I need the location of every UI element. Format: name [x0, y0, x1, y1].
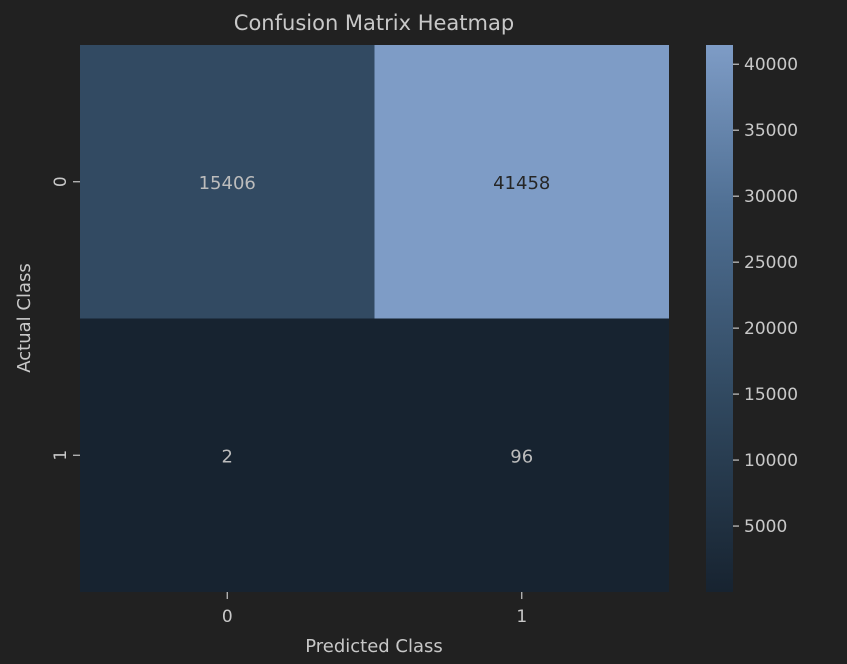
chart-title: Confusion Matrix Heatmap	[234, 11, 514, 35]
colorbar-tick-label-4: 25000	[744, 253, 798, 273]
x-tick-label-1: 1	[516, 607, 527, 627]
colorbar-tick-label-2: 15000	[744, 385, 798, 405]
colorbar-tick-label-3: 20000	[744, 319, 798, 339]
y-tick-label-1: 1	[51, 450, 71, 461]
heatmap-cell-0-0	[80, 45, 375, 319]
colorbar-tick-label-7: 40000	[744, 55, 798, 75]
heatmap-cell-1-1	[374, 318, 669, 592]
colorbar-tick-label-6: 35000	[744, 121, 798, 141]
cell-value-label-0-1: 41458	[493, 173, 550, 194]
colorbar-ticks: 5000 10000 15000 20000 25000 30000 35000 40000	[733, 55, 798, 537]
heatmap-cell-0-1	[374, 45, 669, 319]
cell-value-label-0-0: 15406	[199, 173, 256, 194]
colorbar-tick-label-1: 10000	[744, 451, 798, 471]
heatmap-cell-labels: 15406 41458 2 96	[199, 173, 551, 468]
x-axis-label: Predicted Class	[305, 636, 443, 657]
colorbar-tick-label-5: 30000	[744, 187, 798, 207]
y-axis-ticks: 01	[51, 176, 80, 461]
x-tick-label-0: 0	[222, 607, 233, 627]
y-tick-label-0: 0	[51, 176, 71, 187]
cell-value-label-1-1: 96	[510, 446, 533, 467]
heatmap-cells	[80, 45, 669, 592]
colorbar	[706, 45, 733, 592]
heatmap-cell-1-0	[80, 318, 375, 592]
colorbar-tick-label-0: 5000	[744, 517, 787, 537]
cell-value-label-1-0: 2	[222, 446, 233, 467]
y-axis-label: Actual Class	[14, 263, 35, 372]
